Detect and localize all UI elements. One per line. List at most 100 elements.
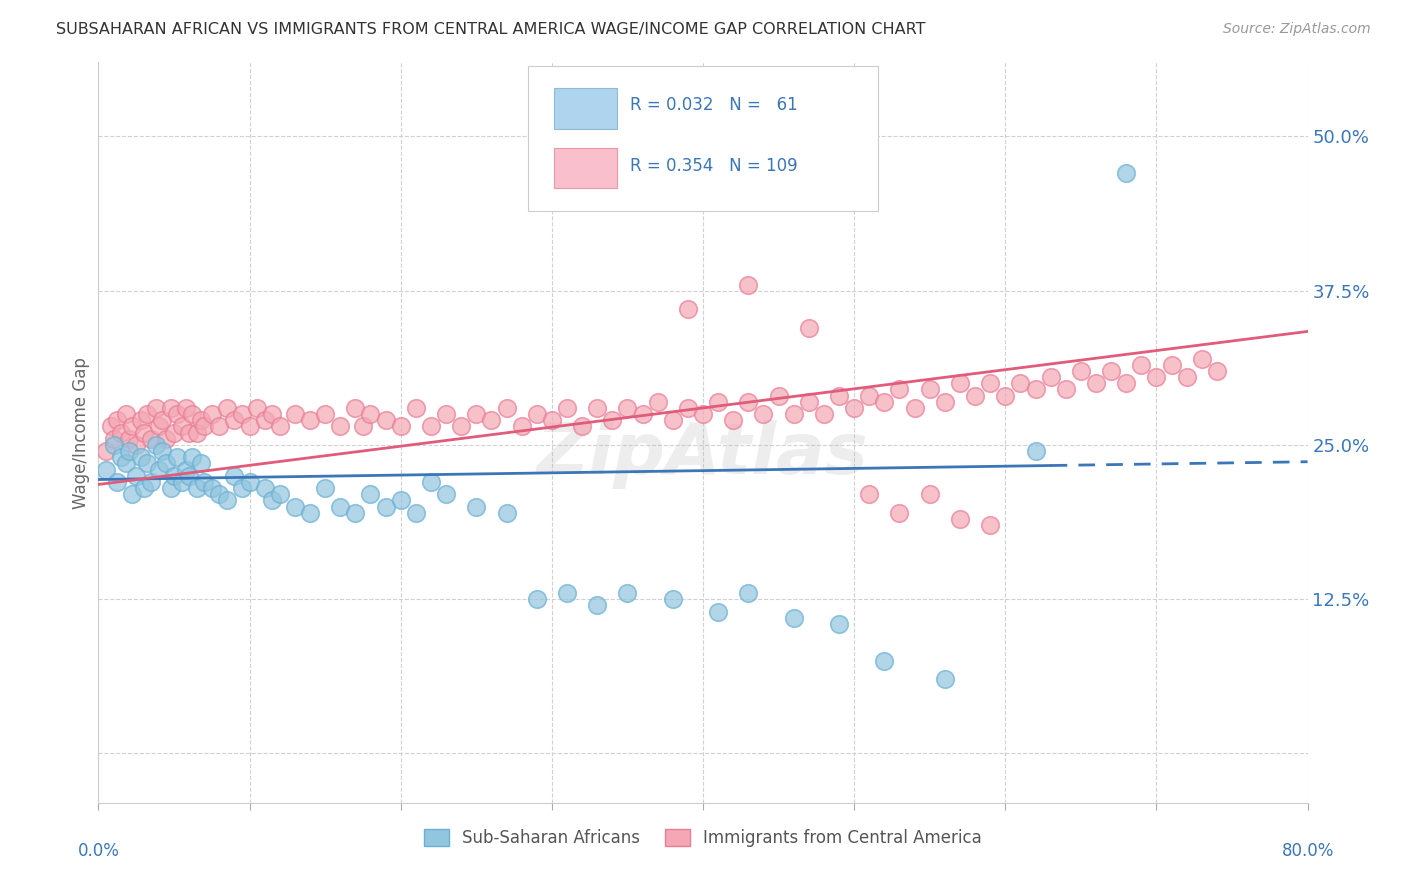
Point: [103, 438, 125, 452]
Point: [813, 407, 835, 421]
Point: [141, 475, 163, 489]
Point: [389, 493, 412, 508]
Point: [163, 425, 186, 440]
Point: [190, 413, 212, 427]
Point: [208, 487, 231, 501]
Point: [1010, 376, 1032, 391]
Y-axis label: Wage/Income Gap: Wage/Income Gap: [72, 357, 90, 508]
Point: [434, 487, 457, 501]
Point: [495, 506, 517, 520]
Point: [135, 407, 157, 421]
Point: [179, 425, 201, 440]
Point: [1115, 166, 1137, 180]
Point: [828, 389, 851, 403]
Point: [193, 419, 215, 434]
Point: [160, 481, 183, 495]
Point: [129, 413, 152, 427]
Point: [434, 407, 457, 421]
Point: [1206, 364, 1229, 378]
Point: [1070, 364, 1092, 378]
Point: [1144, 370, 1167, 384]
Point: [1085, 376, 1108, 391]
Point: [934, 673, 956, 687]
Point: [904, 401, 927, 415]
Point: [114, 457, 136, 471]
Point: [224, 413, 246, 427]
Text: SUBSAHARAN AFRICAN VS IMMIGRANTS FROM CENTRAL AMERICA WAGE/INCOME GAP CORRELATIO: SUBSAHARAN AFRICAN VS IMMIGRANTS FROM CE…: [56, 22, 925, 37]
Point: [979, 518, 1001, 533]
Point: [148, 462, 170, 476]
Point: [858, 389, 880, 403]
Point: [737, 277, 759, 292]
Point: [540, 413, 562, 427]
Point: [181, 450, 204, 465]
Point: [676, 302, 699, 317]
Point: [676, 401, 699, 415]
Point: [965, 389, 987, 403]
Point: [329, 500, 352, 514]
Point: [186, 481, 208, 495]
Point: [481, 413, 503, 427]
Point: [170, 475, 193, 489]
Point: [110, 425, 132, 440]
Point: [450, 419, 472, 434]
Point: [1024, 383, 1046, 397]
Point: [465, 500, 488, 514]
Point: [934, 394, 956, 409]
Point: [155, 457, 177, 471]
Point: [797, 394, 820, 409]
Text: R = 0.032   N =   61: R = 0.032 N = 61: [630, 96, 799, 114]
Point: [314, 407, 336, 421]
Point: [299, 413, 322, 427]
Point: [1191, 351, 1213, 366]
Point: [1054, 383, 1077, 397]
Point: [873, 654, 896, 668]
Point: [239, 475, 262, 489]
Point: [145, 401, 167, 415]
Point: [215, 401, 238, 415]
Point: [174, 401, 197, 415]
Point: [873, 394, 896, 409]
Point: [828, 142, 851, 156]
Point: [420, 475, 443, 489]
Point: [141, 432, 163, 446]
Point: [208, 419, 231, 434]
Point: [94, 462, 117, 476]
Point: [889, 506, 911, 520]
Point: [360, 407, 382, 421]
Point: [193, 475, 215, 489]
Point: [360, 487, 382, 501]
Point: [105, 413, 128, 427]
Point: [262, 407, 284, 421]
Point: [1099, 364, 1122, 378]
Point: [647, 394, 669, 409]
Point: [389, 419, 412, 434]
Point: [555, 401, 578, 415]
FancyBboxPatch shape: [554, 88, 617, 129]
Point: [405, 506, 427, 520]
Point: [586, 599, 609, 613]
Point: [344, 506, 367, 520]
Point: [723, 413, 745, 427]
Point: [253, 413, 276, 427]
Text: R = 0.354   N = 109: R = 0.354 N = 109: [630, 157, 799, 175]
Point: [828, 616, 851, 631]
Point: [121, 487, 143, 501]
FancyBboxPatch shape: [527, 66, 879, 211]
Point: [215, 493, 238, 508]
Point: [118, 444, 141, 458]
Point: [752, 407, 775, 421]
Point: [125, 438, 148, 452]
Point: [1175, 370, 1198, 384]
Point: [246, 401, 269, 415]
Point: [284, 407, 307, 421]
Point: [737, 586, 759, 600]
Point: [510, 419, 533, 434]
Point: [125, 468, 148, 483]
Point: [526, 407, 548, 421]
Point: [201, 481, 224, 495]
Point: [160, 401, 183, 415]
Point: [148, 419, 170, 434]
Point: [844, 401, 866, 415]
Point: [114, 407, 136, 421]
